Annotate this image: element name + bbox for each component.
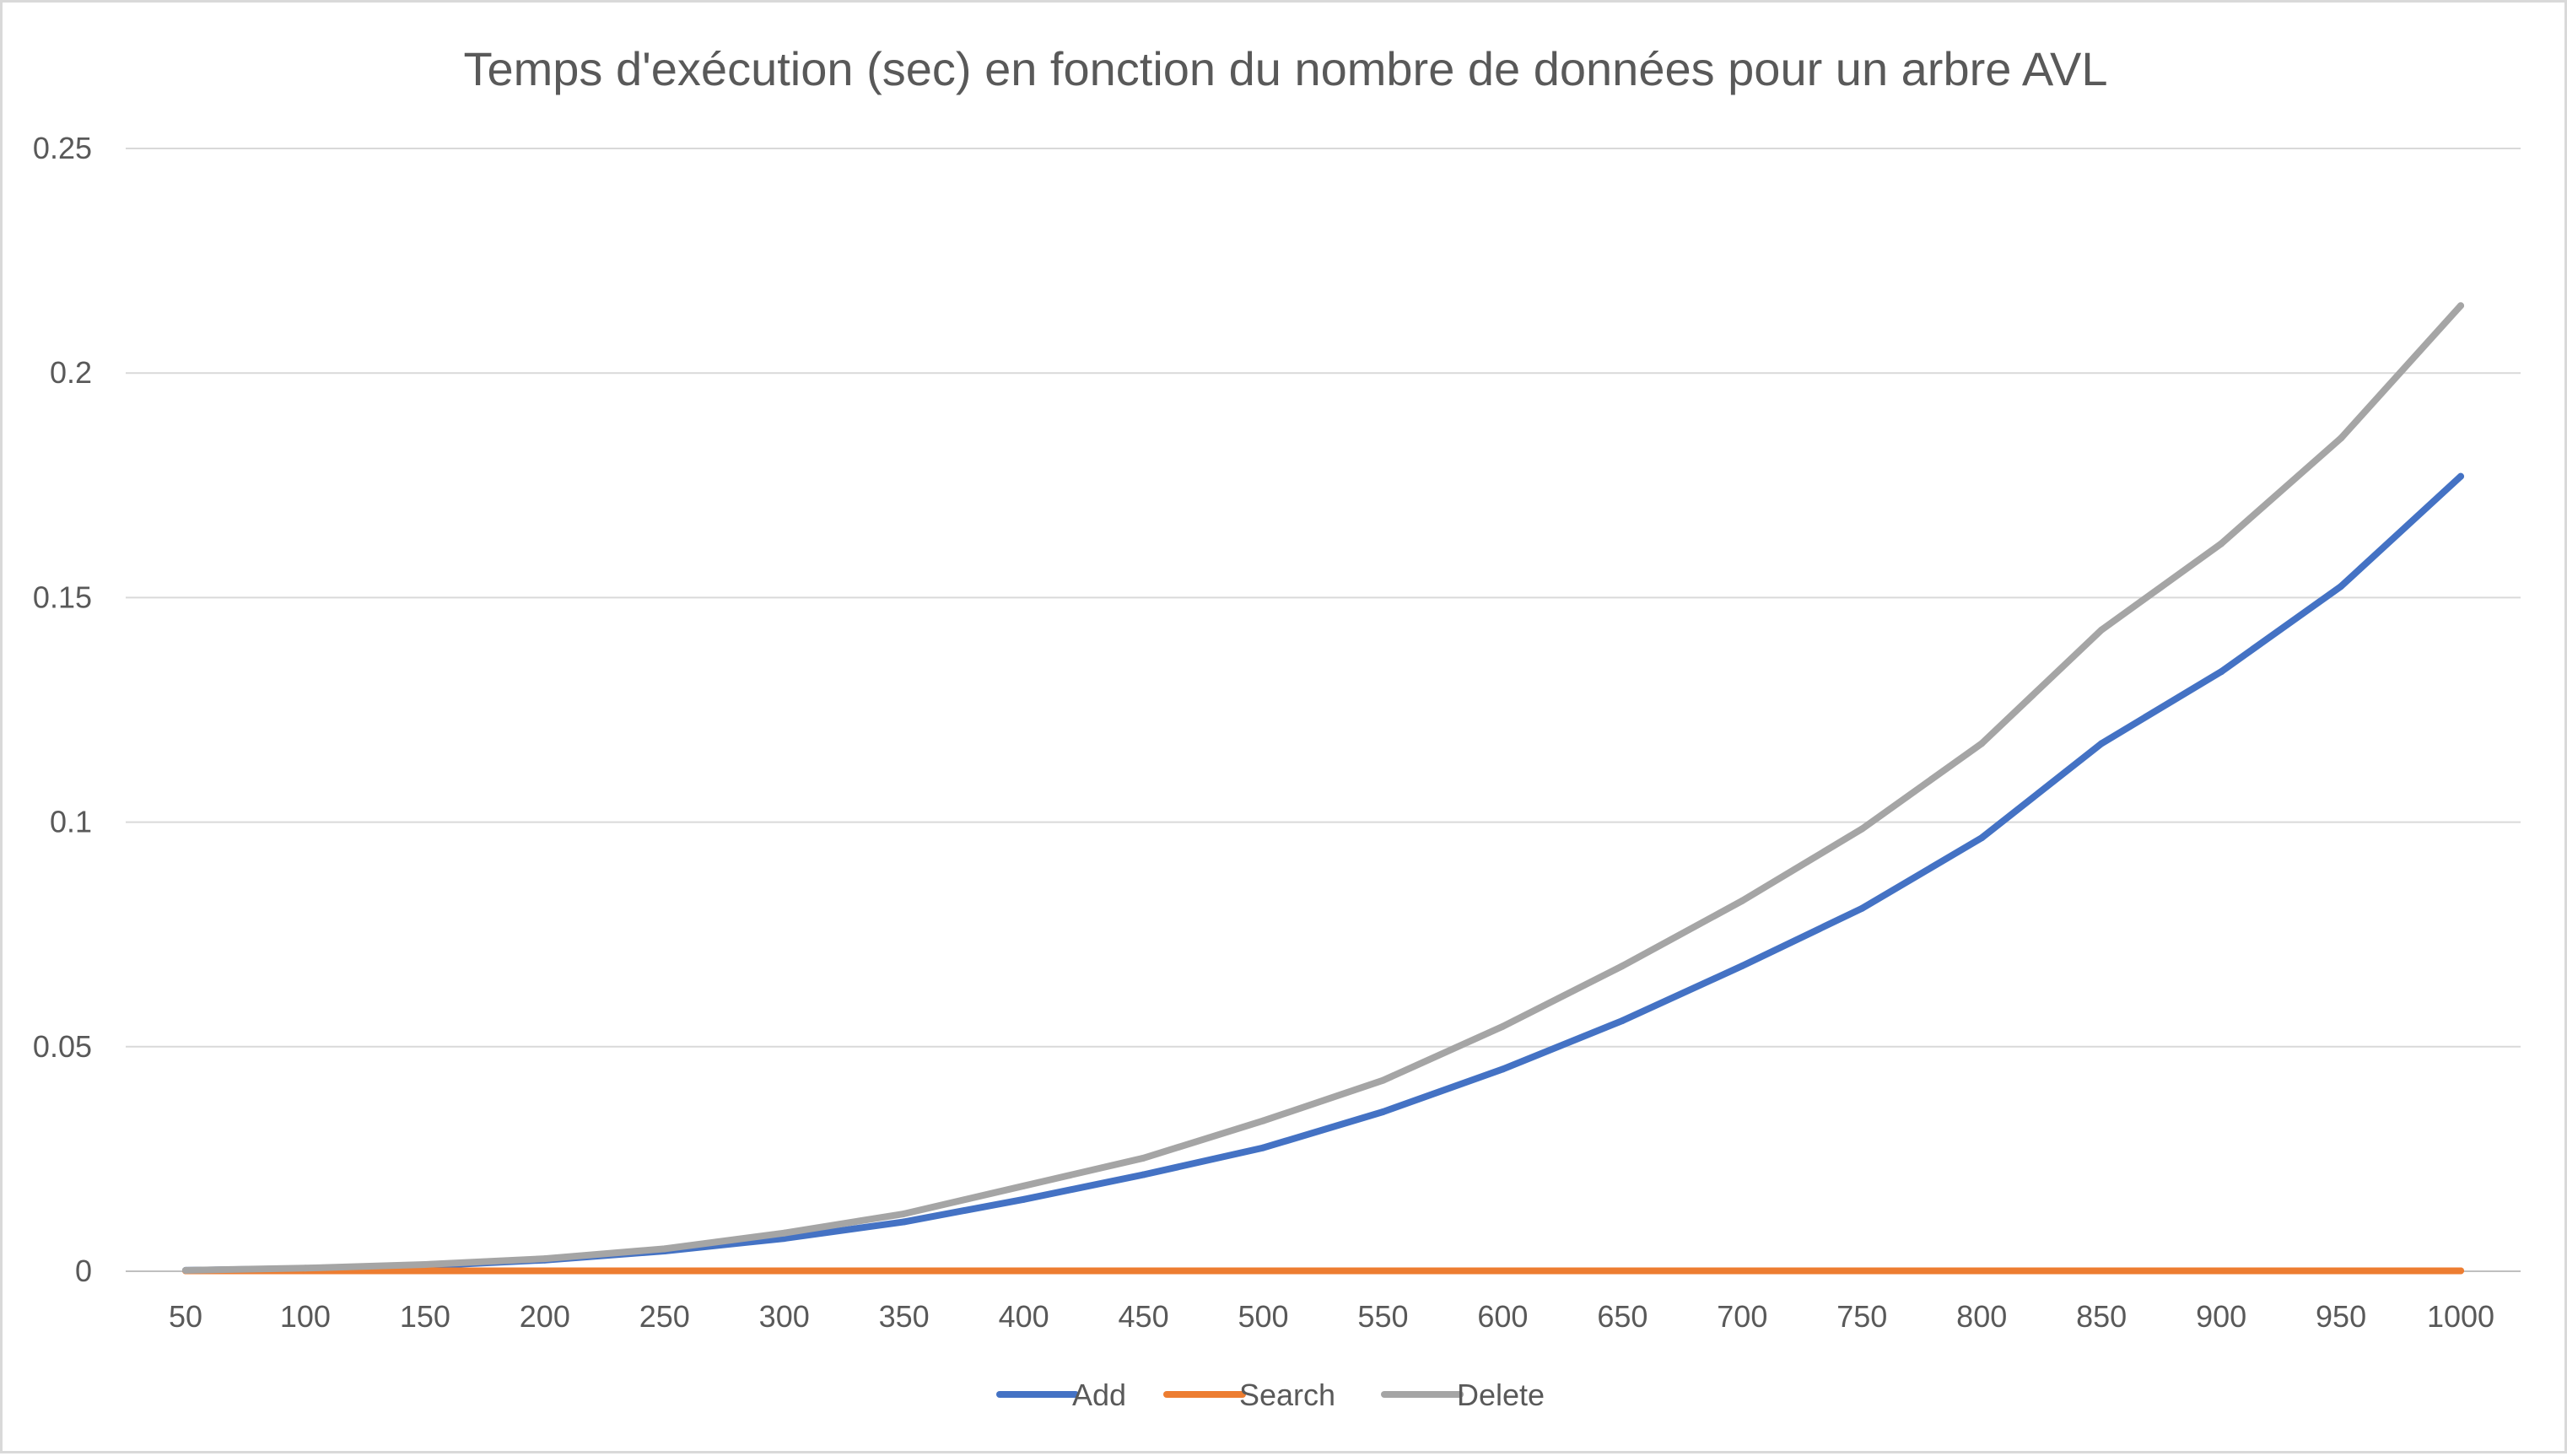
data-point-add bbox=[1020, 1195, 1027, 1203]
data-point-delete bbox=[1978, 740, 1986, 747]
data-point-add bbox=[2098, 740, 2106, 747]
data-point-add bbox=[1739, 962, 1746, 969]
data-point-search bbox=[1739, 1267, 1746, 1275]
x-tick-label: 300 bbox=[759, 1299, 810, 1334]
y-tick-label: 0 bbox=[75, 1254, 92, 1288]
series-line-delete bbox=[182, 302, 2464, 1274]
x-tick-label: 350 bbox=[879, 1299, 930, 1334]
data-point-search bbox=[541, 1267, 548, 1275]
x-tick-label: 800 bbox=[1956, 1299, 2007, 1334]
x-tick-label: 950 bbox=[2316, 1299, 2366, 1334]
legend-label: Add bbox=[1072, 1378, 1126, 1412]
data-point-add bbox=[1499, 1065, 1507, 1073]
data-point-search bbox=[2098, 1267, 2106, 1275]
x-tick-label: 1000 bbox=[2427, 1299, 2494, 1334]
x-tick-label: 100 bbox=[280, 1299, 331, 1334]
x-tick-label: 450 bbox=[1119, 1299, 1169, 1334]
data-point-delete bbox=[2098, 626, 2106, 634]
series-line-add bbox=[182, 472, 2464, 1274]
x-tick-label: 550 bbox=[1357, 1299, 1408, 1334]
y-tick-label: 0.25 bbox=[33, 131, 92, 165]
data-point-delete bbox=[2338, 434, 2345, 442]
x-tick-label: 400 bbox=[999, 1299, 1049, 1334]
data-point-search bbox=[661, 1267, 668, 1275]
data-point-delete bbox=[1739, 897, 1746, 904]
data-point-search bbox=[1379, 1267, 1387, 1275]
x-tick-label: 650 bbox=[1597, 1299, 1648, 1334]
data-point-delete bbox=[2218, 540, 2225, 547]
x-tick-label: 900 bbox=[2196, 1299, 2246, 1334]
data-point-add bbox=[2338, 583, 2345, 590]
data-point-add bbox=[2457, 472, 2465, 480]
data-point-add bbox=[1619, 1017, 1626, 1024]
data-point-delete bbox=[1619, 962, 1626, 969]
data-point-delete bbox=[301, 1265, 309, 1272]
data-point-search bbox=[1140, 1267, 1147, 1275]
data-point-delete bbox=[1858, 825, 1866, 833]
legend-label: Delete bbox=[1457, 1378, 1545, 1412]
data-point-delete bbox=[1020, 1182, 1027, 1189]
data-point-search bbox=[1259, 1267, 1267, 1275]
data-point-add bbox=[1140, 1171, 1147, 1178]
data-point-search bbox=[1978, 1267, 1986, 1275]
series-lines bbox=[181, 302, 2465, 1275]
data-point-search bbox=[2218, 1267, 2225, 1275]
y-tick-label: 0.05 bbox=[33, 1029, 92, 1064]
data-point-delete bbox=[1140, 1154, 1147, 1162]
data-point-search bbox=[900, 1267, 908, 1275]
data-point-search bbox=[1020, 1267, 1027, 1275]
data-point-delete bbox=[421, 1261, 429, 1269]
data-point-add bbox=[1259, 1144, 1267, 1151]
y-axis-ticks: 0 0.05 0.1 0.15 0.2 0.25 bbox=[33, 131, 92, 1288]
x-tick-label: 50 bbox=[169, 1299, 202, 1334]
data-point-search bbox=[2457, 1267, 2465, 1275]
y-tick-label: 0.15 bbox=[33, 580, 92, 614]
data-point-delete bbox=[661, 1245, 668, 1253]
data-point-delete bbox=[1379, 1076, 1387, 1084]
data-point-delete bbox=[1259, 1117, 1267, 1124]
data-point-add bbox=[900, 1218, 908, 1226]
chart-title: Temps d'exécution (sec) en fonction du n… bbox=[463, 42, 2107, 95]
x-tick-label: 500 bbox=[1238, 1299, 1288, 1334]
data-point-delete bbox=[2457, 302, 2465, 310]
data-point-delete bbox=[900, 1210, 908, 1217]
x-tick-label: 600 bbox=[1477, 1299, 1528, 1334]
data-point-add bbox=[780, 1235, 788, 1243]
data-point-add bbox=[1379, 1108, 1387, 1115]
x-tick-label: 700 bbox=[1717, 1299, 1767, 1334]
legend: Add Search Delete bbox=[996, 1378, 1545, 1412]
data-point-delete bbox=[181, 1266, 189, 1274]
data-point-search bbox=[1619, 1267, 1626, 1275]
data-point-search bbox=[421, 1267, 429, 1275]
x-tick-label: 250 bbox=[639, 1299, 690, 1334]
y-tick-label: 0.1 bbox=[50, 805, 92, 839]
x-tick-label: 150 bbox=[400, 1299, 450, 1334]
legend-label: Search bbox=[1239, 1378, 1335, 1412]
x-tick-label: 200 bbox=[520, 1299, 570, 1334]
data-point-search bbox=[1499, 1267, 1507, 1275]
data-point-add bbox=[1978, 834, 1986, 842]
x-axis-ticks: 50 100 150 200 250 300 350 400 450 500 550 600 650 70… bbox=[169, 1299, 2494, 1334]
data-point-delete bbox=[1499, 1022, 1507, 1030]
x-tick-label: 850 bbox=[2076, 1299, 2127, 1334]
data-point-delete bbox=[780, 1229, 788, 1237]
data-point-search bbox=[780, 1267, 788, 1275]
data-point-search bbox=[1858, 1267, 1866, 1275]
data-point-add bbox=[2218, 668, 2225, 676]
x-tick-label: 750 bbox=[1836, 1299, 1887, 1334]
data-point-delete bbox=[541, 1255, 548, 1263]
line-chart: Temps d'exécution (sec) en fonction du n… bbox=[33, 42, 2521, 1412]
data-point-search bbox=[2338, 1267, 2345, 1275]
data-point-add bbox=[1858, 904, 1866, 912]
y-tick-label: 0.2 bbox=[50, 355, 92, 390]
